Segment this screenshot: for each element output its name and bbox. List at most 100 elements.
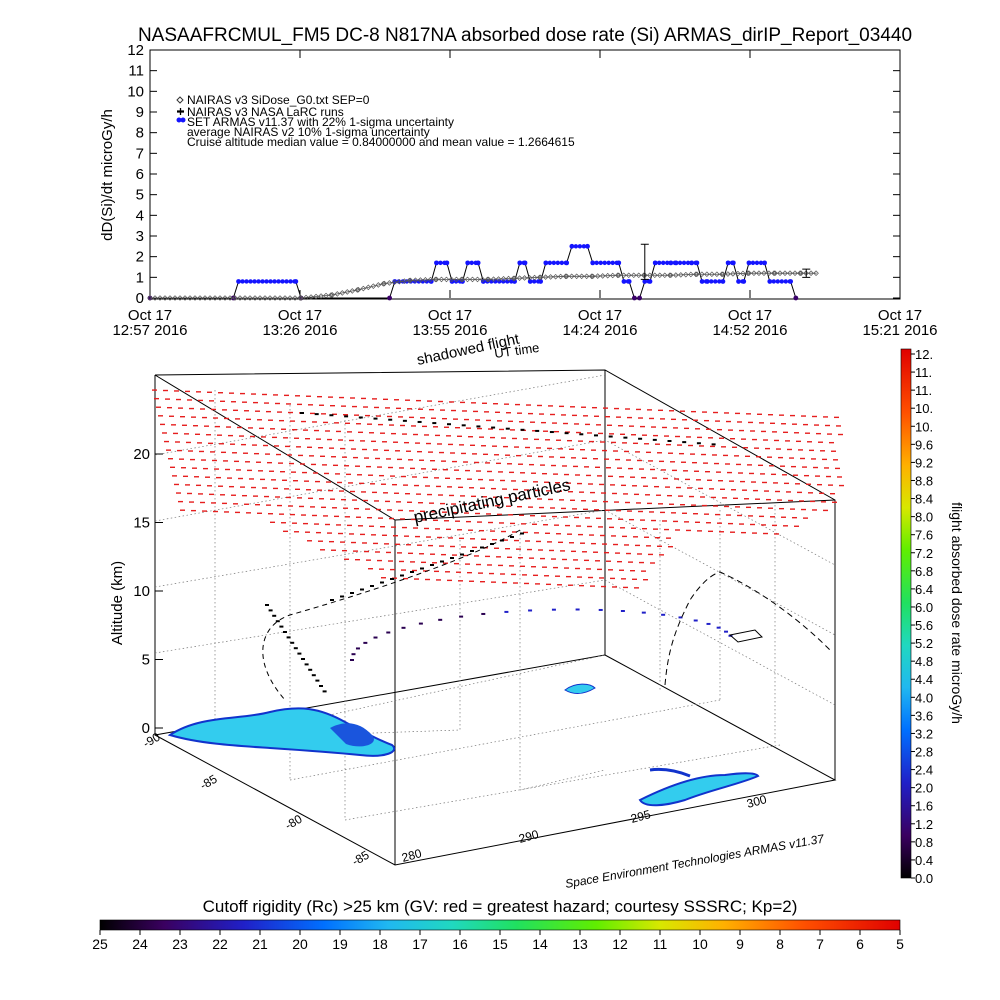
- rigidity-tick-label: 22: [212, 936, 228, 952]
- nairas-point: [252, 295, 258, 301]
- nairas-point: [714, 271, 720, 278]
- nairas-point: [292, 295, 298, 301]
- nairas-point: [614, 272, 621, 279]
- series-layer: [147, 243, 819, 301]
- nairas-point: [542, 274, 549, 280]
- colorbar-tick-label: 8.4: [915, 492, 933, 507]
- x-tick-label-time: 14:52 2016: [712, 322, 787, 339]
- nairas-point: [526, 274, 533, 281]
- colorbar-tick-label: 12.: [915, 347, 933, 362]
- nairas-point: [272, 295, 278, 301]
- armas-point: [606, 260, 611, 266]
- nairas-point: [297, 295, 303, 301]
- nairas-point: [422, 277, 429, 283]
- x-tick-label-date: Oct 17: [278, 307, 322, 324]
- armas-point: [685, 260, 691, 266]
- y-tick-label: 3: [136, 228, 144, 245]
- armas-point: [709, 279, 714, 284]
- nairas-point: [547, 274, 554, 280]
- armas-point: [637, 295, 642, 301]
- armas-point: [543, 260, 549, 266]
- nairas-point: [693, 271, 699, 278]
- nairas-point: [625, 272, 632, 279]
- rigidity-colorbar-title: Cutoff rigidity (Rc) >25 km (GV: red = g…: [203, 897, 798, 916]
- armas-point: [673, 260, 679, 266]
- nairas-point: [552, 273, 559, 280]
- nairas-point: [709, 271, 715, 278]
- nairas-point: [646, 272, 653, 279]
- rigidity-tick-label: 6: [856, 936, 864, 952]
- nairas-point: [694, 271, 700, 278]
- nairas-point: [485, 276, 492, 283]
- colorbar-tick-label: 10.: [915, 419, 933, 434]
- nairas-point: [453, 276, 460, 283]
- nairas-point: [354, 287, 361, 293]
- armas-point: [240, 279, 245, 284]
- nairas-point: [386, 280, 393, 286]
- nairas-point: [443, 276, 450, 283]
- armas-point: [517, 260, 523, 266]
- armas-point: [276, 279, 281, 284]
- nairas-point: [813, 270, 819, 276]
- nairas-point: [479, 276, 486, 283]
- nairas-point: [563, 273, 570, 280]
- legend: NAIRAS v3 SiDose_G0.txt SEP=0 NAIRAS v3 …: [176, 93, 575, 149]
- dose-rate-colorbar: 12. 11. 11. 10. 10. 9.6 9.2 8.8 8.4 8.0 7.6 7.2 6.8 6…: [900, 347, 965, 886]
- armas-point: [236, 279, 241, 284]
- nairas-point: [282, 295, 288, 301]
- armas-point: [661, 260, 666, 266]
- nairas-point: [365, 284, 372, 291]
- rigidity-tick-label: 14: [532, 936, 548, 952]
- colorbar-tick-label: 7.2: [915, 546, 933, 561]
- armas-point: [788, 279, 794, 284]
- y-tick-label: 4: [136, 207, 144, 224]
- nairas-point: [505, 275, 512, 282]
- nairas-point: [262, 295, 268, 301]
- armas-point: [280, 279, 285, 284]
- credit-label: Space Environment Technologies ARMAS v11…: [564, 831, 826, 891]
- armas-point: [775, 279, 780, 284]
- colorbar-tick-label: 5.6: [915, 618, 933, 633]
- nairas-point: [510, 275, 517, 282]
- armas-point: [438, 260, 443, 266]
- rigidity-tick-label: 20: [292, 936, 308, 952]
- armas-point: [616, 260, 622, 266]
- error-bar: [802, 268, 811, 278]
- nairas-point: [683, 271, 689, 278]
- nairas-point: [782, 270, 788, 276]
- armas-point: [750, 260, 756, 266]
- colorbar-tick-label: 1.6: [915, 799, 933, 814]
- nairas-point: [349, 288, 356, 294]
- nairas-point: [407, 277, 414, 284]
- x-tick-label-time: 12:57 2016: [112, 322, 187, 339]
- nairas-point: [162, 295, 168, 301]
- nairas-point: [798, 270, 804, 276]
- armas-point: [631, 295, 637, 301]
- legend-plus-icon: [177, 108, 184, 115]
- nairas-point: [651, 272, 658, 279]
- nairas-point: [197, 295, 203, 301]
- armas-point: [668, 260, 674, 266]
- y-tick-label: 7: [136, 145, 144, 162]
- armas-point: [522, 260, 528, 266]
- legend-entry: Cruise altitude median value = 0.8400000…: [187, 135, 575, 149]
- colorbar-tick-label: 5.2: [915, 636, 933, 651]
- armas-point: [694, 260, 700, 266]
- x-tick-label-date: Oct 17: [578, 307, 622, 324]
- armas-point: [652, 260, 658, 266]
- nairas-point: [594, 273, 601, 279]
- nairas-point: [484, 276, 491, 283]
- x-tick-label-time: 13:55 2016: [412, 322, 487, 339]
- nairas-point: [406, 277, 413, 284]
- x-tick-label-time: 14:24 2016: [562, 322, 637, 339]
- nairas-point: [237, 295, 243, 301]
- nairas-point: [360, 285, 367, 292]
- nairas-point: [232, 295, 238, 301]
- nairas-point: [298, 295, 304, 301]
- colorbar-tick-label: 2.0: [915, 781, 933, 796]
- z-tick-label: 0: [142, 720, 150, 737]
- nairas-point: [495, 276, 502, 282]
- armas-point: [762, 260, 767, 266]
- nairas-point: [187, 295, 193, 301]
- nairas-point: [396, 278, 403, 285]
